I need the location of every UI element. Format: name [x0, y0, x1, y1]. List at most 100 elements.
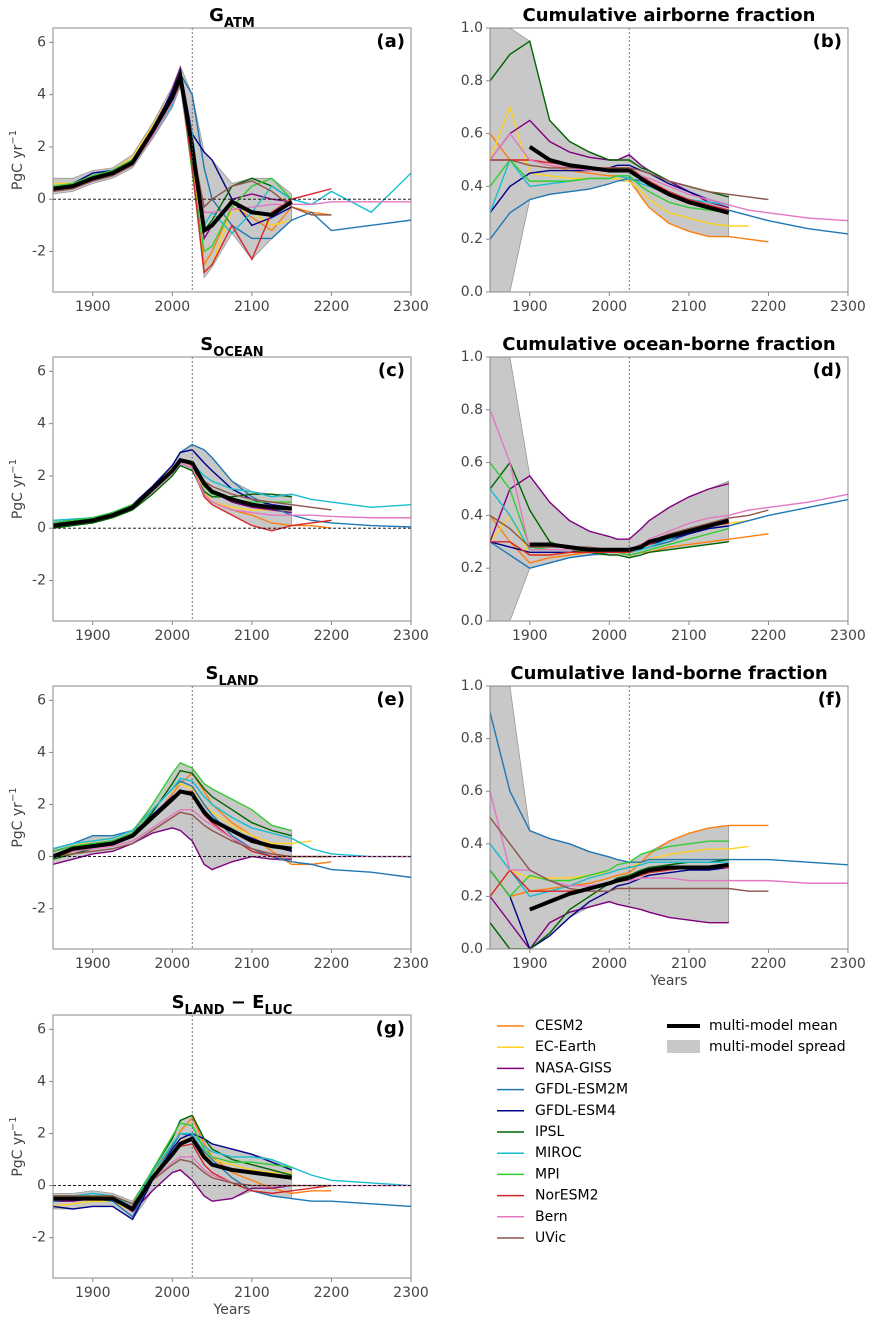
- y-tick-label: 0.0: [461, 284, 483, 300]
- x-tick-label: 2000: [155, 956, 191, 972]
- y-tick-label: 6: [37, 1021, 46, 1037]
- x-tick-label: 2300: [393, 956, 429, 972]
- y-tick-label: 6: [37, 34, 46, 50]
- y-axis-label: PgC yr−1: [8, 1116, 27, 1176]
- text-part: PgC yr: [10, 144, 26, 190]
- text-part: ATM: [224, 16, 255, 31]
- panel-label: (b): [813, 31, 842, 52]
- y-tick-label: -2: [32, 572, 46, 588]
- plot-frame: [52, 356, 412, 622]
- plot-area: [490, 28, 848, 292]
- x-tick-label: 2100: [234, 956, 270, 972]
- spread-area: [490, 357, 730, 621]
- spread-area: [53, 762, 293, 871]
- y-tick-label: 0.4: [461, 178, 483, 194]
- y-tick-label: 0.6: [461, 126, 483, 142]
- mean-line: [53, 1136, 292, 1212]
- model-line: [53, 827, 292, 871]
- model-line: [490, 858, 729, 949]
- panel-label: (a): [376, 31, 405, 52]
- model-line: [490, 177, 848, 240]
- text-part: −1: [8, 459, 19, 474]
- x-tick-label: 2100: [234, 628, 270, 644]
- y-tick-label: 0.8: [461, 731, 483, 747]
- x-tick-label: 2100: [234, 299, 270, 315]
- x-tick-label: 2200: [751, 299, 787, 315]
- legend-label: NASA-GISS: [535, 1060, 612, 1076]
- text-part: −1: [8, 1116, 19, 1131]
- x-tick-label: 2100: [234, 1285, 270, 1301]
- legend-swatch: [667, 1040, 700, 1053]
- model-line: [490, 461, 729, 559]
- legend-label: multi-model spread: [709, 1039, 846, 1055]
- x-tick-label: 1900: [75, 299, 111, 315]
- x-tick-label: 2100: [671, 628, 707, 644]
- text-part: PgC yr: [10, 1131, 26, 1177]
- legend-label: Bern: [535, 1209, 568, 1225]
- spread-area: [490, 686, 730, 949]
- y-tick-label: 4: [37, 1073, 46, 1089]
- x-tick-label: 1900: [512, 628, 548, 644]
- y-tick-label: 0.2: [461, 888, 483, 904]
- text-part: PgC yr: [10, 473, 26, 519]
- text-part: LAND: [218, 674, 258, 689]
- plot-area: [53, 443, 411, 532]
- panel-title: GATM: [209, 5, 255, 31]
- panel-label: (f): [818, 689, 842, 710]
- x-axis-label: Years: [213, 1302, 251, 1318]
- mean-line: [53, 789, 292, 859]
- panel-label: (d): [813, 360, 842, 381]
- panel-label: (g): [376, 1018, 405, 1039]
- text-part: G: [209, 5, 224, 26]
- y-tick-label: 2: [37, 139, 46, 155]
- x-tick-label: 2000: [155, 1285, 191, 1301]
- panel-label: (e): [376, 689, 405, 710]
- y-tick-label: 1.0: [461, 678, 483, 694]
- model-line: [490, 895, 729, 949]
- y-tick-label: 0.6: [461, 455, 483, 471]
- model-line: [490, 158, 729, 214]
- plot-frame: [52, 1014, 412, 1279]
- y-tick-label: 6: [37, 692, 46, 708]
- model-line: [53, 1132, 292, 1221]
- y-tick-label: 0.4: [461, 507, 483, 523]
- plot-area: [490, 686, 848, 949]
- x-tick-label: 2100: [671, 956, 707, 972]
- plot-area: [53, 64, 411, 279]
- legend-label: CESM2: [535, 1018, 584, 1034]
- model-line: [490, 843, 729, 898]
- model-line: [53, 761, 292, 853]
- y-axis-label: PgC yr−1: [8, 130, 27, 190]
- text-part: S: [206, 663, 219, 684]
- x-tick-label: 1900: [512, 956, 548, 972]
- text-part: Cumulative airborne fraction: [523, 5, 816, 26]
- x-tick-label: 1900: [75, 1285, 111, 1301]
- panel-title: SOCEAN: [200, 334, 263, 360]
- legend-label: IPSL: [535, 1124, 564, 1140]
- y-tick-label: 1.0: [461, 20, 483, 36]
- y-tick-label: -2: [32, 1230, 46, 1246]
- x-tick-label: 2300: [830, 956, 866, 972]
- y-tick-label: 1.0: [461, 349, 483, 365]
- x-tick-label: 2000: [592, 299, 628, 315]
- text-part: −1: [8, 130, 19, 145]
- y-tick-label: 4: [37, 87, 46, 103]
- model-line: [490, 132, 848, 222]
- model-line: [490, 164, 729, 214]
- x-tick-label: 2300: [393, 299, 429, 315]
- x-tick-label: 2300: [830, 299, 866, 315]
- x-tick-label: 2200: [314, 956, 350, 972]
- x-tick-label: 2000: [592, 628, 628, 644]
- y-tick-label: -2: [32, 901, 46, 917]
- y-tick-label: 0.6: [461, 783, 483, 799]
- legend-label: MPI: [535, 1166, 560, 1182]
- y-tick-label: 2: [37, 1125, 46, 1141]
- legend-label: MIROC: [535, 1145, 582, 1161]
- x-tick-label: 2200: [314, 1285, 350, 1301]
- y-tick-label: 0: [37, 520, 46, 536]
- x-tick-label: 1900: [75, 628, 111, 644]
- y-tick-label: 4: [37, 744, 46, 760]
- y-tick-label: 0: [37, 1178, 46, 1194]
- panel-title: SLAND: [206, 663, 259, 689]
